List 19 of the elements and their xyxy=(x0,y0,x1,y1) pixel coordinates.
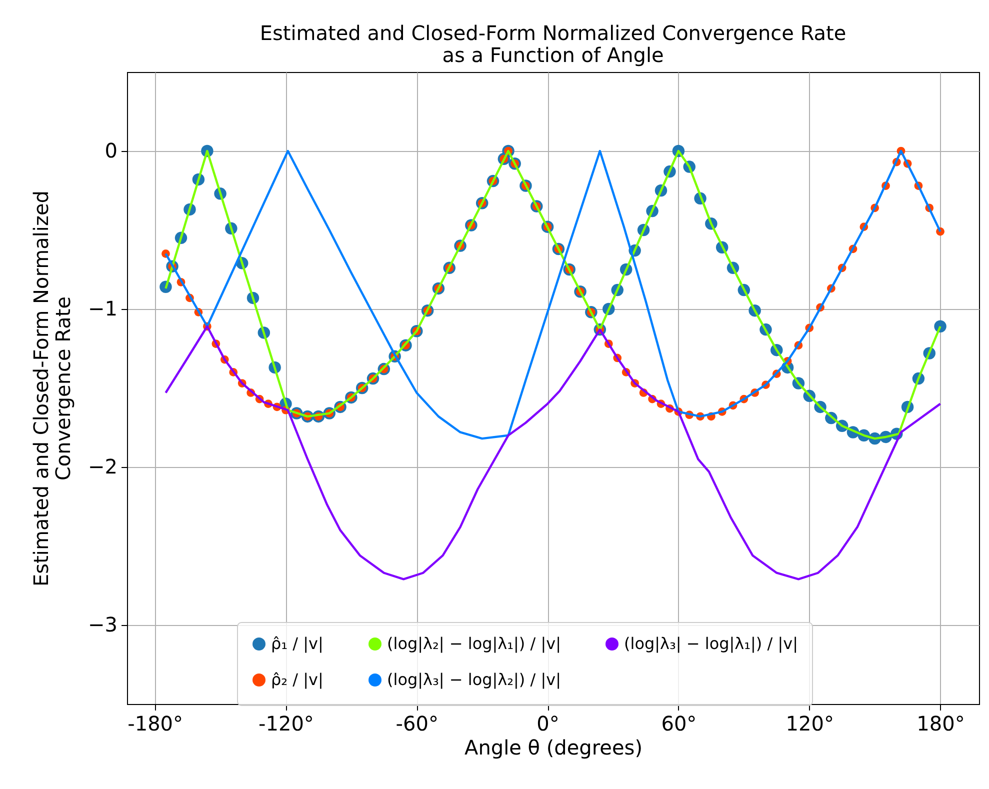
y-tick-label: −3 xyxy=(88,612,118,636)
x-tick-label: -180° xyxy=(128,712,184,736)
x-tick-label: 180° xyxy=(916,712,965,736)
legend-label: (log|λ₃| − log|λ₁|) / |v| xyxy=(624,634,798,653)
x-tick-label: -60° xyxy=(396,712,438,736)
x-tick-label: 60° xyxy=(661,712,697,736)
chart-title: Estimated and Closed-Form Normalized Convergence Rate as a Function of Angle xyxy=(260,21,846,67)
y-tick-label: −2 xyxy=(88,454,118,478)
x-tick-label: 120° xyxy=(786,712,834,736)
legend-label: (log|λ₃| − log|λ₂|) / |v| xyxy=(387,670,561,689)
y-tick-label: 0 xyxy=(104,138,118,162)
legend-label: (log|λ₂| − log|λ₁|) / |v| xyxy=(387,634,561,653)
y-tick-label: −1 xyxy=(88,296,118,320)
legend-label: ρ̂₂ / |v| xyxy=(271,670,324,689)
x-tick-label: -120° xyxy=(258,712,314,736)
legend-label: ρ̂₁ / |v| xyxy=(271,634,324,653)
y-axis-title: Estimated and Closed-Form Normalized Convergence Rate xyxy=(29,190,76,586)
x-axis-title: Angle θ (degrees) xyxy=(464,736,642,760)
x-tick-label: 0° xyxy=(536,712,560,736)
